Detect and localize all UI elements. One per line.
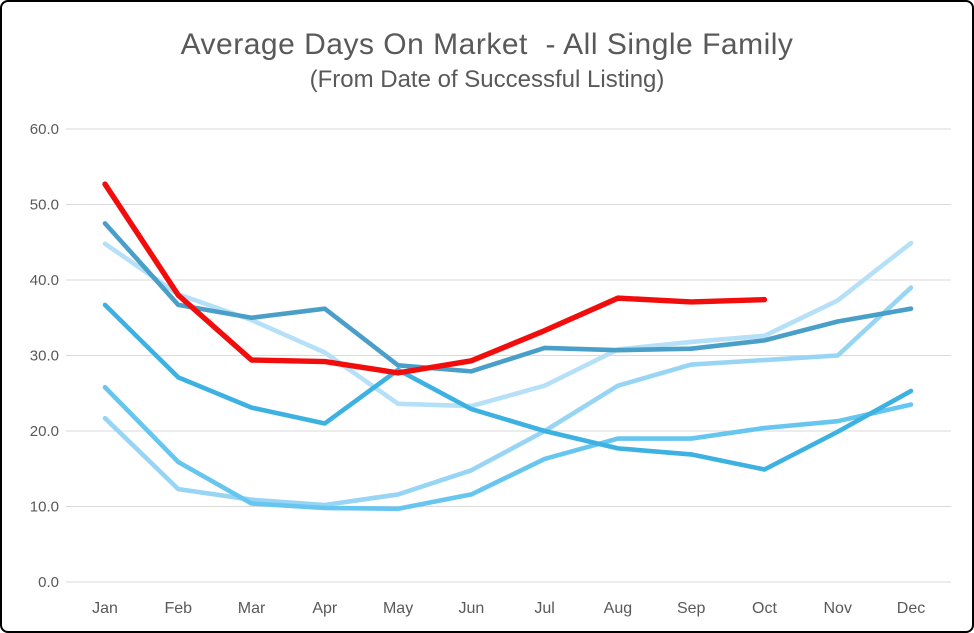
- x-axis-month-label: Jul: [534, 600, 554, 617]
- x-axis-month-label: Aug: [604, 600, 632, 617]
- y-axis-tick-label: 10.0: [30, 499, 59, 516]
- series-line-current-year-red: [102, 181, 768, 376]
- y-axis-tick-label: 20.0: [30, 423, 59, 440]
- x-axis-month-label: Apr: [312, 600, 338, 617]
- series-line-year-dark-blue: [102, 221, 914, 374]
- x-axis-month-label: Sep: [677, 600, 706, 617]
- x-axis-month-label: Feb: [164, 600, 192, 617]
- x-axis-month-label: May: [383, 600, 413, 617]
- chart-title: Average Days On Market - All Single Fami…: [180, 28, 794, 61]
- chart-subtitle: (From Date of Successful Listing): [309, 66, 665, 93]
- x-axis-month-label: Mar: [238, 600, 266, 617]
- x-axis-month-label: Jan: [92, 600, 118, 617]
- x-axis-month-label: Dec: [897, 600, 925, 617]
- y-axis-tick-label: 0.0: [38, 574, 59, 591]
- y-axis-tick-label: 40.0: [30, 272, 59, 289]
- y-axis-tick-label: 60.0: [30, 121, 59, 138]
- series-line-year-cyan-blue: [102, 302, 914, 472]
- x-axis-month-label: Nov: [824, 600, 852, 617]
- series-line-year-light-blue: [102, 384, 914, 512]
- x-axis-month-label: Jun: [458, 600, 484, 617]
- y-axis-tick-label: 30.0: [30, 348, 59, 365]
- series-line-year-palest-blue: [102, 240, 914, 409]
- x-axis-month-label: Oct: [752, 600, 777, 617]
- y-axis-tick-label: 50.0: [30, 197, 59, 214]
